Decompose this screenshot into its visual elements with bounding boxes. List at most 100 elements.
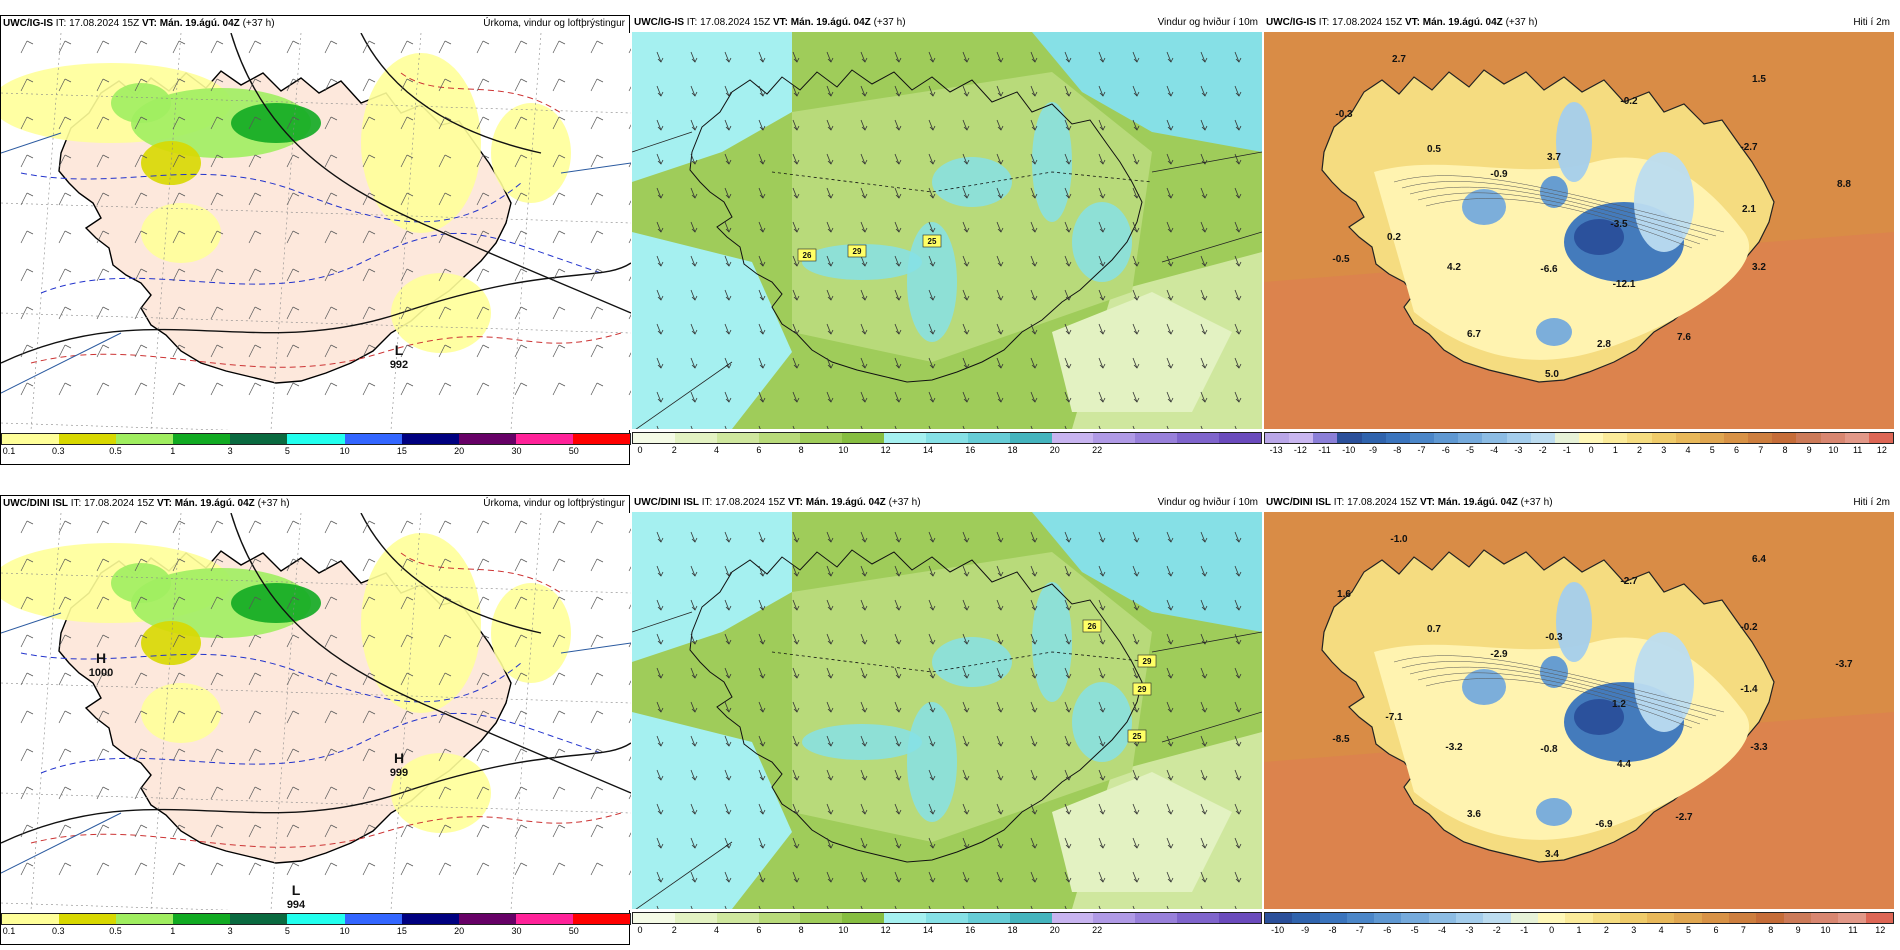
colorbar-ticks: 0 2 4 6 8 10 12 14 16 18 20 22 bbox=[632, 925, 1262, 937]
temperature-label: 2.1 bbox=[1742, 204, 1756, 215]
gust-badge bbox=[797, 248, 817, 262]
pressure-center-value: 1000 bbox=[89, 667, 113, 679]
colorbar-swatch bbox=[173, 434, 231, 444]
colorbar-tick-label: 5 bbox=[1709, 445, 1715, 455]
lead-time: (+37 h) bbox=[242, 18, 275, 29]
colorbar-tick-label: -6 bbox=[1441, 445, 1450, 455]
colorbar-tick-label: 0 bbox=[637, 925, 643, 935]
colorbar-tick-label: 12 bbox=[1876, 445, 1887, 455]
pressure-center-letter: L bbox=[292, 882, 301, 898]
vt-prefix: VT: bbox=[772, 17, 788, 28]
colorbar-tick-label: 1 bbox=[170, 926, 176, 936]
init-time: IT: 17.08.2024 15Z bbox=[701, 497, 786, 508]
colorbar-swatch bbox=[967, 433, 1010, 443]
pressure-center-value: 999 bbox=[390, 767, 408, 779]
colorbar-swatch bbox=[1177, 913, 1220, 923]
colorbar-swatch bbox=[1177, 433, 1220, 443]
colorbar-swatch bbox=[1844, 433, 1869, 443]
gust-badge bbox=[1137, 654, 1157, 668]
colorbar-swatch bbox=[1428, 913, 1457, 923]
colorbar-tick-label: 3 bbox=[227, 446, 233, 456]
panel-dini-temp: UWC/DINI ISL IT: 17.08.2024 15Z VT: Mán.… bbox=[1264, 495, 1894, 945]
colorbar-swatch bbox=[59, 914, 117, 924]
colorbar-swatch bbox=[1699, 433, 1724, 443]
colorbar-tick-label: -4 bbox=[1490, 445, 1499, 455]
colorbar-tick-label: 16 bbox=[965, 925, 976, 935]
colorbar-swatch bbox=[633, 913, 675, 923]
model-name: UWC/DINI ISL bbox=[3, 498, 68, 509]
colorbar-swatch bbox=[758, 913, 801, 923]
model-name: UWC/IG-IS bbox=[3, 18, 53, 29]
panel-dini-precip: UWC/DINI ISL IT: 17.08.2024 15Z VT: Mán.… bbox=[0, 495, 631, 945]
temperature-label: -0.5 bbox=[1332, 254, 1350, 265]
colorbar-swatch bbox=[458, 434, 516, 444]
colorbar-tick-label: 5 bbox=[1686, 925, 1692, 935]
colorbar-tick-label: 20 bbox=[1049, 925, 1060, 935]
colorbar-swatch bbox=[515, 434, 573, 444]
panel-dini-wind: UWC/DINI ISL IT: 17.08.2024 15Z VT: Mán.… bbox=[632, 495, 1262, 945]
colorbar-swatch bbox=[926, 913, 968, 923]
colorbar-swatch bbox=[1592, 913, 1620, 923]
temperature-label: -0.8 bbox=[1540, 744, 1558, 755]
colorbar-tick-label: 1 bbox=[1612, 445, 1618, 455]
colorbar-swatch bbox=[1729, 913, 1757, 923]
gust-badge bbox=[1127, 729, 1147, 743]
temperature-label: 3.7 bbox=[1547, 152, 1561, 163]
colorbar-tick-label: 7 bbox=[1758, 445, 1764, 455]
colorbar-tick-label: 8 bbox=[798, 925, 804, 935]
panel-title: UWC/IG-IS IT: 17.08.2024 15Z VT: Mán. 19… bbox=[1, 16, 629, 32]
colorbar-swatch bbox=[1530, 433, 1555, 443]
temperature-label: -1.4 bbox=[1740, 684, 1758, 695]
colorbar-tick-label: -10 bbox=[1342, 445, 1356, 455]
colorbar-tick-label: 4 bbox=[1685, 445, 1691, 455]
temperature-label: -6.6 bbox=[1540, 264, 1558, 275]
colorbar-tick-label: -9 bbox=[1301, 925, 1310, 935]
pressure-center-value: 992 bbox=[390, 359, 408, 371]
panel-title: UWC/DINI ISL IT: 17.08.2024 15Z VT: Mán.… bbox=[632, 495, 1262, 511]
lead-time: (+37 h) bbox=[1520, 497, 1553, 508]
temperature-label: -3.7 bbox=[1835, 659, 1853, 670]
model-name: UWC/DINI ISL bbox=[634, 497, 699, 508]
panel-ig-precip: UWC/IG-IS IT: 17.08.2024 15Z VT: Mán. 19… bbox=[0, 15, 631, 465]
gust-value: 29 bbox=[853, 247, 862, 256]
colorbar-tick-label: 10 bbox=[838, 925, 849, 935]
colorbar-tick-label: 30 bbox=[511, 446, 522, 456]
colorbar-swatch bbox=[758, 433, 801, 443]
colorbar-tick-label: 20 bbox=[454, 926, 465, 936]
colorbar-tick-label: -4 bbox=[1438, 925, 1447, 935]
colorbar-swatch bbox=[1810, 913, 1839, 923]
valid-time: Mán. 19.ágú. 04Z bbox=[805, 497, 886, 508]
colorbar-ticks: 0 2 4 6 8 10 12 14 16 18 20 22 bbox=[632, 445, 1262, 457]
colorbar-tick-label: 2 bbox=[671, 445, 677, 455]
field-title: Vindur og hviður í 10m bbox=[1157, 17, 1258, 28]
colorbar-tick-label: 14 bbox=[922, 445, 933, 455]
colorbar-swatch bbox=[1647, 913, 1675, 923]
lead-time: (+37 h) bbox=[1505, 17, 1538, 28]
model-name: UWC/IG-IS bbox=[634, 17, 684, 28]
panel-title: UWC/IG-IS IT: 17.08.2024 15Z VT: Mán. 19… bbox=[632, 15, 1262, 31]
colorbar-tick-label: 11 bbox=[1848, 925, 1858, 935]
colorbar-tick-label: 8 bbox=[798, 445, 804, 455]
colorbar-swatch bbox=[1292, 913, 1320, 923]
valid-time: Mán. 19.ágú. 04Z bbox=[790, 17, 871, 28]
colorbar-swatch bbox=[1434, 433, 1459, 443]
colorbar-swatch bbox=[1579, 433, 1604, 443]
gust-badge bbox=[922, 234, 942, 248]
init-time: IT: 17.08.2024 15Z bbox=[1318, 17, 1403, 28]
colorbar-swatch bbox=[1219, 433, 1261, 443]
colorbar-swatch bbox=[401, 434, 459, 444]
temperature-label: -0.3 bbox=[1335, 109, 1353, 120]
colorbar-tick-label: 0.3 bbox=[52, 446, 65, 456]
temperature-label: -2.7 bbox=[1675, 812, 1693, 823]
colorbar-swatch bbox=[344, 434, 402, 444]
colorbar-swatch bbox=[1401, 913, 1429, 923]
colorbar-tick-label: -10 bbox=[1271, 925, 1285, 935]
temperature-label: 3.6 bbox=[1467, 809, 1481, 820]
colorbar-swatch bbox=[1772, 433, 1797, 443]
colorbar bbox=[1264, 912, 1894, 924]
colorbar-tick-label: 8 bbox=[1768, 925, 1774, 935]
colorbar-swatch bbox=[572, 914, 631, 924]
colorbar-swatch bbox=[1135, 913, 1178, 923]
colorbar-tick-label: 11 bbox=[1852, 445, 1863, 455]
colorbar-swatch bbox=[1319, 913, 1347, 923]
